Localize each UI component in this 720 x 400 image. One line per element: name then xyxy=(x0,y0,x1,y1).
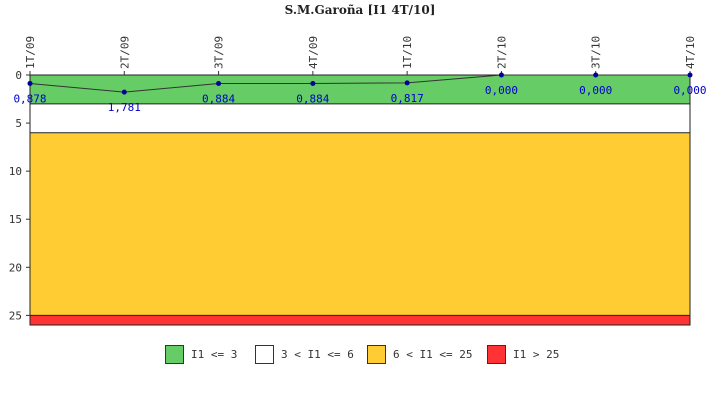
x-tick-label: 4T/10 xyxy=(684,36,697,69)
legend-swatch xyxy=(367,345,386,364)
data-label: 0,884 xyxy=(296,93,329,106)
data-point xyxy=(121,89,127,95)
y-tick-label: 0 xyxy=(15,69,22,82)
x-tick-label: 4T/09 xyxy=(307,36,320,69)
legend-label: I1 <= 3 xyxy=(191,348,238,361)
data-label: 0,000 xyxy=(673,84,706,97)
legend-swatch xyxy=(255,345,274,364)
legend-label: 6 < I1 <= 25 xyxy=(393,348,473,361)
x-tick-label: 3T/09 xyxy=(213,36,226,69)
data-label: 0,000 xyxy=(485,84,518,97)
legend-swatch xyxy=(165,345,184,364)
y-tick-label: 25 xyxy=(9,309,22,322)
y-tick-label: 20 xyxy=(9,261,22,274)
chart-title: S.M.Garoña [I1 4T/10] xyxy=(284,3,436,17)
legend-label: I1 > 25 xyxy=(513,348,560,361)
x-tick-label: 3T/10 xyxy=(590,36,603,69)
data-label: 0,884 xyxy=(202,93,235,106)
plot-frame xyxy=(29,74,691,326)
data-point xyxy=(593,72,599,78)
data-label: 0,878 xyxy=(13,92,46,105)
band-3 xyxy=(30,315,690,325)
chart-plot: 0 5 10 15 20 25 1T/09 2T/09 3T/09 4T/09 1T/10 2T/10… xyxy=(9,36,707,326)
x-tick-label: 1T/10 xyxy=(401,36,414,69)
legend: I1 <= 3 3 < I1 <= 6 6 < I1 <= 25 I1 > 25 xyxy=(0,345,720,367)
band-0 xyxy=(30,75,690,104)
x-tick-label: 1T/09 xyxy=(24,36,37,69)
x-tick-label: 2T/09 xyxy=(118,36,131,69)
data-point xyxy=(27,80,33,86)
data-point xyxy=(310,81,316,86)
band-2 xyxy=(30,132,690,316)
series-line xyxy=(29,74,690,93)
legend-label: 3 < I1 <= 6 xyxy=(281,348,354,361)
legend-swatch xyxy=(487,345,506,364)
data-point xyxy=(498,72,504,78)
band-1 xyxy=(30,103,690,133)
y-tick-label: 15 xyxy=(9,213,22,226)
data-point xyxy=(404,80,410,86)
data-label: 0,817 xyxy=(391,92,424,105)
y-tick-label: 10 xyxy=(9,165,22,178)
data-point xyxy=(216,81,222,86)
x-tick-label: 2T/10 xyxy=(495,36,508,69)
data-point xyxy=(687,72,693,78)
y-tick-label: 5 xyxy=(15,117,22,130)
data-label: 0,000 xyxy=(579,84,612,97)
data-label: 1,781 xyxy=(108,101,141,114)
